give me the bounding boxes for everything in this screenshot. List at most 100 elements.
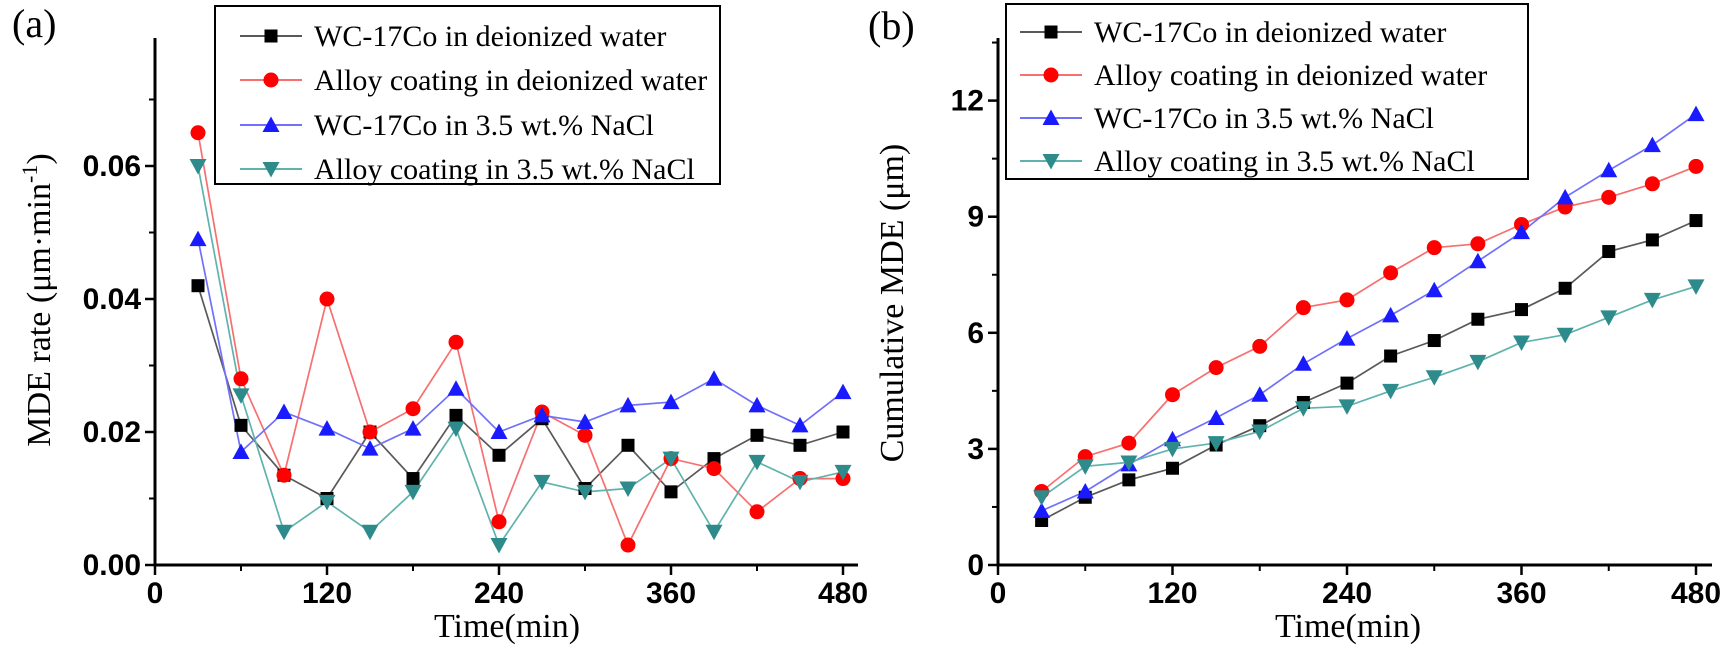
legend-label: WC-17Co in deionized water — [1094, 16, 1446, 49]
label-part: MDE rate (μm·min — [21, 182, 58, 447]
triangle-down-marker — [1207, 436, 1225, 452]
square-marker — [1384, 349, 1398, 363]
triangle-down-marker — [1382, 383, 1400, 400]
triangle-up-marker — [1076, 482, 1094, 499]
square-marker — [1645, 233, 1659, 247]
triangle-up-marker — [189, 230, 207, 247]
series-b-0-line — [1041, 219, 1697, 522]
triangle-down-marker — [533, 474, 551, 491]
circle-marker — [577, 427, 593, 443]
triangle-up-marker — [576, 413, 594, 430]
triangle-up-marker — [619, 396, 637, 413]
triangle-up-marker — [1294, 355, 1312, 371]
triangle-down-marker — [705, 524, 723, 541]
series-b-3-markers — [1033, 279, 1705, 506]
panel-b-tag: (b) — [868, 3, 915, 48]
triangle-up-marker — [1338, 330, 1356, 346]
triangle-down-marker — [490, 538, 508, 554]
label-part: ) — [21, 153, 58, 165]
triangle-down-marker — [404, 484, 422, 501]
triangle-up-marker — [1600, 161, 1618, 178]
triangle-down-marker — [1338, 399, 1356, 415]
triangle-down-marker — [361, 524, 379, 541]
square-marker — [1689, 214, 1703, 228]
x-tick-label: 360 — [1496, 577, 1546, 610]
circle-icon — [1043, 67, 1059, 83]
circle-marker — [1426, 240, 1442, 256]
triangle-up-marker — [1425, 281, 1443, 298]
triangle-up-marker — [318, 420, 336, 436]
circle-marker — [1339, 292, 1355, 308]
circle-marker — [620, 537, 636, 553]
x-tick-label: 240 — [1322, 577, 1372, 610]
triangle-up-marker — [662, 393, 680, 410]
triangle-down-marker — [1425, 370, 1443, 386]
circle-marker — [749, 504, 765, 520]
circle-marker — [1295, 300, 1311, 316]
panel-a-xaxis-title: Time(min) — [433, 608, 581, 645]
triangle-down-marker — [1164, 441, 1182, 458]
triangle-down-icon — [1042, 154, 1060, 170]
x-tick-label: 0 — [990, 577, 1007, 610]
square-marker — [406, 472, 420, 486]
circle-marker — [319, 291, 335, 307]
series-a-2-line — [197, 238, 844, 454]
circle-marker — [233, 371, 249, 387]
circle-marker — [1252, 338, 1268, 354]
square-marker — [664, 485, 678, 499]
x-tick-label: 480 — [818, 577, 868, 610]
series-b-2-line — [1041, 113, 1697, 512]
circle-marker — [1470, 236, 1486, 252]
circle-marker — [1688, 158, 1704, 174]
triangle-down-marker — [1643, 292, 1661, 309]
legend-label: WC-17Co in 3.5 wt.% NaCl — [1094, 102, 1434, 135]
triangle-down-icon — [262, 162, 280, 178]
square-marker — [1340, 376, 1354, 390]
series-b-3-line — [1041, 285, 1697, 498]
triangle-down-marker — [1513, 335, 1531, 351]
y-tick-label: 12 — [951, 85, 984, 118]
triangle-down-marker — [1294, 401, 1312, 417]
circle-marker — [491, 514, 507, 530]
circle-marker — [1644, 176, 1660, 192]
circle-marker — [190, 125, 206, 141]
circle-icon — [263, 72, 279, 88]
triangle-down-marker — [232, 388, 250, 404]
x-tick-label: 120 — [302, 577, 352, 610]
square-marker — [1602, 245, 1616, 259]
triangle-up-marker — [1556, 188, 1574, 205]
circle-marker — [706, 461, 722, 477]
triangle-down-marker — [1469, 354, 1487, 371]
triangle-up-marker — [1643, 136, 1661, 153]
legend-a: WC-17Co in deionized water Alloy coating … — [214, 5, 721, 186]
panel-b-yaxis-title: Cumulative MDE (μm) — [874, 144, 912, 463]
y-tick-label: 9 — [967, 201, 984, 234]
series-b-2-markers — [1033, 105, 1705, 518]
triangle-up-marker — [361, 440, 379, 456]
legend-label: Alloy coating in 3.5 wt.% NaCl — [1094, 145, 1475, 178]
triangle-down-marker — [275, 524, 293, 541]
series-a-3-line — [197, 165, 844, 547]
legend-label: WC-17Co in deionized water — [314, 20, 666, 53]
triangle-up-marker — [275, 403, 293, 420]
triangle-up-marker — [834, 383, 852, 400]
triangle-down-marker — [447, 421, 465, 438]
triangle-down-marker — [1076, 459, 1094, 475]
triangle-down-marker — [1687, 279, 1705, 295]
y-tick-label: 0.04 — [83, 283, 142, 316]
x-tick-label: 0 — [147, 577, 164, 610]
series-a-3-markers — [189, 159, 852, 554]
legend-label: Alloy coating in 3.5 wt.% NaCl — [314, 153, 695, 186]
triangle-down-marker — [1033, 490, 1051, 506]
triangle-down-marker — [791, 474, 809, 491]
y-tick-label: 0.00 — [83, 549, 141, 582]
square-marker — [1166, 461, 1180, 475]
triangle-up-marker — [490, 423, 508, 439]
circle-marker — [1165, 387, 1181, 403]
legend-label: Alloy coating in deionized water — [314, 64, 707, 97]
circle-marker — [276, 467, 292, 483]
triangle-up-marker — [1513, 223, 1531, 240]
